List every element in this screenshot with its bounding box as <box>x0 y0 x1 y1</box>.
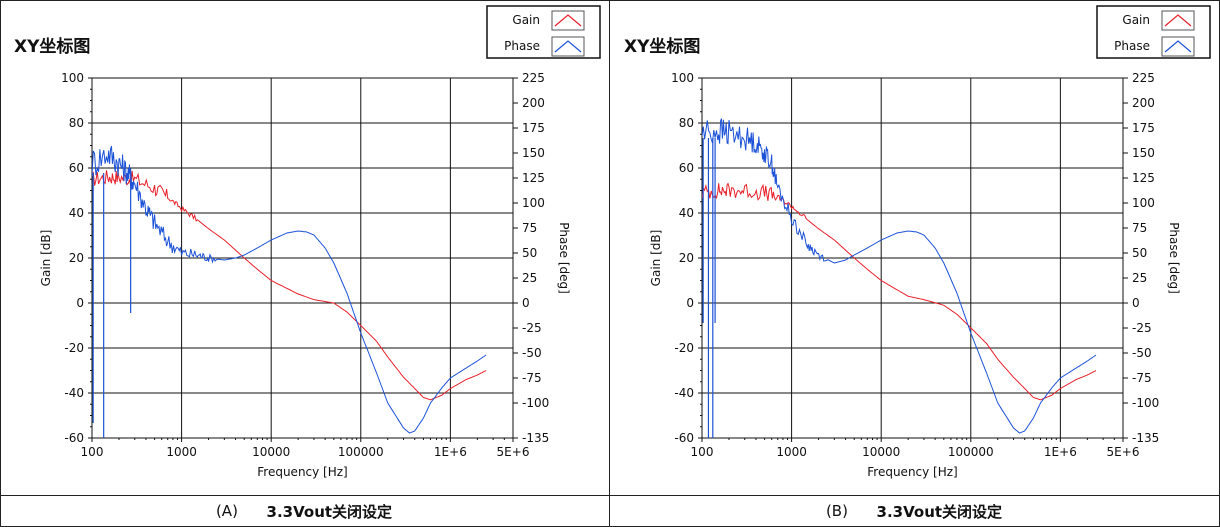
x-tick-label: 5E+6 <box>1107 445 1140 459</box>
y-tick-label: 100 <box>671 71 694 85</box>
caption-b-text: 3.3Vout关闭设定 <box>876 502 1003 521</box>
y2-tick-label: -75 <box>1132 371 1152 385</box>
y2-tick-label: -135 <box>522 431 549 445</box>
phase-series-line <box>702 118 1097 434</box>
y-tick-label: -60 <box>64 431 84 445</box>
y2-axis-label: Phase [deg] <box>557 222 571 294</box>
y-tick-label: -40 <box>674 386 694 400</box>
y2-tick-label: -50 <box>1132 346 1152 360</box>
y2-tick-label: 0 <box>1132 296 1140 310</box>
y-tick-label: -20 <box>64 341 84 355</box>
y2-tick-label: 150 <box>522 146 545 160</box>
y-tick-label: 20 <box>679 251 694 265</box>
y-tick-label: 80 <box>679 116 694 130</box>
y2-tick-label: 25 <box>1132 271 1147 285</box>
legend-label-phase: Phase <box>504 39 540 53</box>
caption-a-letter: (A) <box>215 502 238 520</box>
y2-tick-label: 150 <box>1132 146 1155 160</box>
panel-divider <box>609 0 610 527</box>
phase-series-line <box>92 146 487 434</box>
y-tick-label: 40 <box>679 206 694 220</box>
legend-label-gain: Gain <box>1122 13 1150 27</box>
x-tick-label: 5E+6 <box>497 445 530 459</box>
x-tick-label: 1E+6 <box>434 445 467 459</box>
y-tick-label: -60 <box>674 431 694 445</box>
y-tick-label: -20 <box>674 341 694 355</box>
y2-tick-label: 200 <box>522 96 545 110</box>
y2-tick-label: 50 <box>522 246 537 260</box>
y2-tick-label: -50 <box>522 346 542 360</box>
y-tick-label: -40 <box>64 386 84 400</box>
x-tick-label: 1E+6 <box>1044 445 1077 459</box>
legend-swatch-phase <box>1164 40 1192 53</box>
series-group <box>92 146 487 438</box>
caption-a: (A) 3.3Vout关闭设定 <box>0 496 608 526</box>
y-tick-label: 0 <box>76 296 84 310</box>
y-axis-label: Gain [dB] <box>39 230 53 287</box>
y2-tick-label: 25 <box>522 271 537 285</box>
y2-tick-label: 75 <box>1132 221 1147 235</box>
series-group <box>702 118 1097 438</box>
y2-tick-label: -25 <box>1132 321 1152 335</box>
y2-axis-label: Phase [deg] <box>1167 222 1181 294</box>
y-tick-label: 80 <box>69 116 84 130</box>
legend: Gain Phase <box>486 5 601 59</box>
caption-b: (B) 3.3Vout关闭设定 <box>610 496 1218 526</box>
x-tick-label: 1000 <box>166 445 197 459</box>
x-tick-label: 10000 <box>252 445 290 459</box>
y2-tick-label: 75 <box>522 221 537 235</box>
chart-panel-a: XY坐标图 100 1000 10000 100000 1E+6 5E+6 100 80 60 40… <box>0 0 608 495</box>
y2-tick-label: -75 <box>522 371 542 385</box>
legend-swatch-phase <box>554 40 582 53</box>
x-tick-label: 100 <box>691 445 714 459</box>
x-axis-label: Frequency [Hz] <box>257 465 348 479</box>
chart-title: XY坐标图 <box>14 36 90 57</box>
legend-swatch-gain <box>554 14 582 27</box>
y2-tick-label: -135 <box>1132 431 1159 445</box>
caption-divider <box>0 495 1220 496</box>
y2-tick-label: 0 <box>522 296 530 310</box>
x-tick-label: 100 <box>81 445 104 459</box>
legend-label-gain: Gain <box>512 13 540 27</box>
caption-a-text: 3.3Vout关闭设定 <box>266 502 393 521</box>
legend-swatch-box <box>1161 10 1195 31</box>
y2-tick-label: 175 <box>1132 121 1155 135</box>
legend-label-phase: Phase <box>1114 39 1150 53</box>
y2-tick-label: 175 <box>522 121 545 135</box>
chart-title: XY坐标图 <box>624 36 700 57</box>
y2-tick-label: 100 <box>522 196 545 210</box>
legend-swatch-gain <box>1164 14 1192 27</box>
caption-b-letter: (B) <box>825 502 848 520</box>
y2-tick-label: -100 <box>1132 396 1159 410</box>
y-tick-label: 40 <box>69 206 84 220</box>
legend-swatch-box <box>1161 36 1195 57</box>
y2-tick-label: -100 <box>522 396 549 410</box>
legend-swatch-box <box>551 10 585 31</box>
y-tick-label: 0 <box>686 296 694 310</box>
y2-tick-label: 225 <box>522 71 545 85</box>
legend-swatch-box <box>551 36 585 57</box>
y2-tick-label: -25 <box>522 321 542 335</box>
x-tick-label: 100000 <box>948 445 994 459</box>
chart-panel-b: XY坐标图 100 1000 10000 100000 1E+6 5E+6 100 80 60 40… <box>610 0 1218 495</box>
x-tick-label: 10000 <box>862 445 900 459</box>
x-tick-label: 100000 <box>338 445 384 459</box>
y-axis-label: Gain [dB] <box>649 230 663 287</box>
y-tick-label: 100 <box>61 71 84 85</box>
y-tick-label: 60 <box>69 161 84 175</box>
y2-tick-label: 100 <box>1132 196 1155 210</box>
y2-tick-label: 225 <box>1132 71 1155 85</box>
y-tick-label: 60 <box>679 161 694 175</box>
x-tick-label: 1000 <box>776 445 807 459</box>
legend: Gain Phase <box>1096 5 1211 59</box>
y2-tick-label: 200 <box>1132 96 1155 110</box>
y2-tick-label: 125 <box>522 171 545 185</box>
y2-tick-label: 125 <box>1132 171 1155 185</box>
y2-tick-label: 50 <box>1132 246 1147 260</box>
y-tick-label: 20 <box>69 251 84 265</box>
x-axis-label: Frequency [Hz] <box>867 465 958 479</box>
